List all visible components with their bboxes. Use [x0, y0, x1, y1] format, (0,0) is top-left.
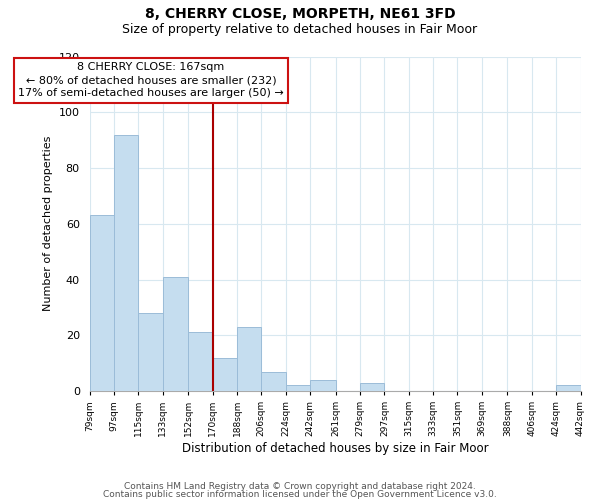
- Bar: [556, 386, 581, 391]
- Text: Contains HM Land Registry data © Crown copyright and database right 2024.: Contains HM Land Registry data © Crown c…: [124, 482, 476, 491]
- Bar: [310, 380, 336, 391]
- Text: 8, CHERRY CLOSE, MORPETH, NE61 3FD: 8, CHERRY CLOSE, MORPETH, NE61 3FD: [145, 8, 455, 22]
- Bar: [89, 216, 114, 391]
- Y-axis label: Number of detached properties: Number of detached properties: [43, 136, 53, 312]
- Bar: [138, 313, 163, 391]
- Bar: [163, 276, 188, 391]
- Bar: [237, 327, 262, 391]
- Bar: [262, 372, 286, 391]
- Bar: [360, 382, 385, 391]
- Bar: [188, 332, 212, 391]
- Bar: [114, 134, 138, 391]
- Bar: [212, 358, 237, 391]
- Text: Contains public sector information licensed under the Open Government Licence v3: Contains public sector information licen…: [103, 490, 497, 499]
- Text: 8 CHERRY CLOSE: 167sqm
← 80% of detached houses are smaller (232)
17% of semi-de: 8 CHERRY CLOSE: 167sqm ← 80% of detached…: [18, 62, 284, 98]
- Text: Size of property relative to detached houses in Fair Moor: Size of property relative to detached ho…: [122, 22, 478, 36]
- X-axis label: Distribution of detached houses by size in Fair Moor: Distribution of detached houses by size …: [182, 442, 488, 455]
- Bar: [286, 386, 310, 391]
